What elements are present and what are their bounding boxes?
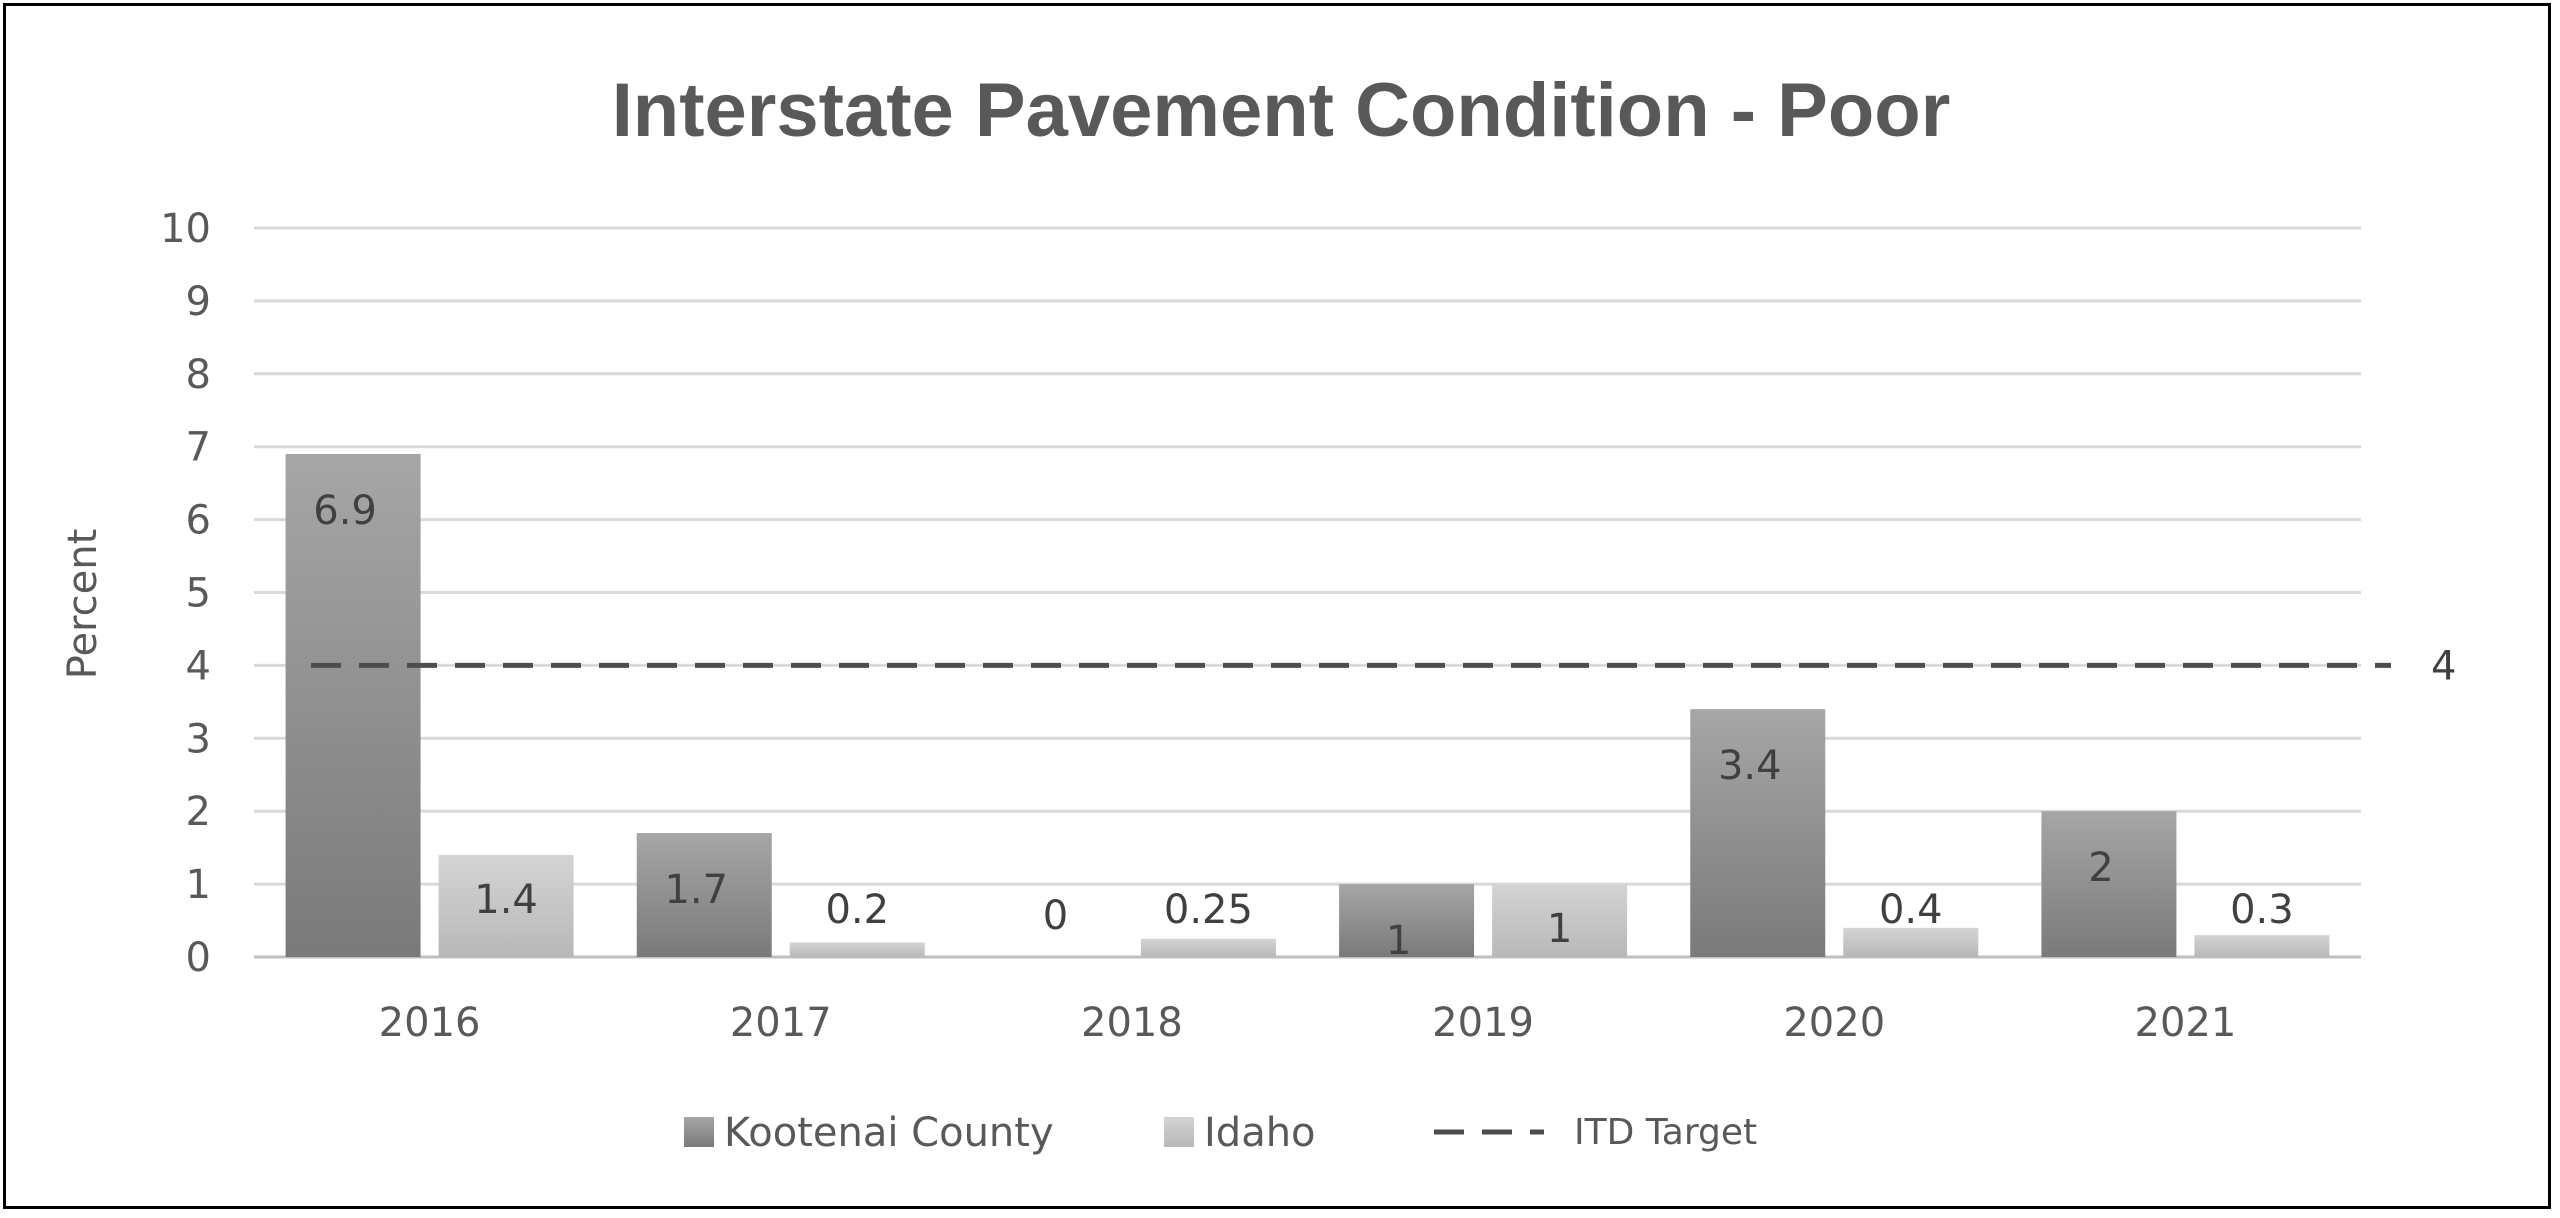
data-label: 1.7 (664, 867, 728, 913)
data-label: 0.3 (2230, 887, 2294, 933)
x-tick-label: 2020 (1783, 1000, 1885, 1046)
bar-idaho (2194, 935, 2330, 957)
x-tick-label: 2017 (730, 1000, 832, 1046)
legend-label: Idaho (1204, 1110, 1316, 1156)
data-label: 1.4 (474, 877, 538, 923)
y-axis-ticks: 0 1 2 3 4 5 6 7 8 9 10 (160, 206, 211, 981)
y-tick-label: 6 (186, 498, 211, 544)
y-tick-label: 5 (186, 571, 211, 617)
chart-title: Interstate Pavement Condition - Poor (612, 68, 1951, 153)
bar-idaho (1492, 884, 1628, 957)
bars (285, 453, 2330, 957)
bar-idaho (789, 942, 925, 957)
data-labels: 6.9 1.4 1.7 0.2 0 0.25 1 1 3.4 0.4 2 0.3 (313, 488, 2293, 964)
chart-frame: Interstate Pavement Condition - Poor Per… (3, 3, 2551, 1209)
bar-idaho (438, 854, 574, 957)
y-tick-label: 8 (186, 352, 211, 398)
y-tick-label: 2 (186, 789, 211, 835)
legend: Kootenai County Idaho ITD Target (684, 1110, 1757, 1156)
y-tick-label: 7 (186, 425, 211, 471)
data-label: 1 (1386, 918, 1411, 964)
bar-kootenai-county (2041, 811, 2177, 957)
x-axis-ticks: 2016 2017 2018 2019 2020 2021 (379, 1000, 2237, 1046)
target-line: 4 (311, 643, 2456, 689)
bar-kootenai-county (636, 833, 772, 957)
y-axis-label: Percent (60, 529, 106, 680)
legend-label: ITD Target (1574, 1112, 1757, 1153)
data-label: 1 (1547, 906, 1572, 952)
x-tick-label: 2021 (2135, 1000, 2237, 1046)
target-value-label: 4 (2431, 643, 2456, 689)
bar-kootenai-county (1690, 709, 1826, 957)
y-tick-label: 10 (160, 206, 211, 252)
y-tick-label: 4 (186, 643, 211, 689)
legend-swatch-idaho (1164, 1117, 1194, 1147)
x-tick-label: 2019 (1432, 1000, 1534, 1046)
bar-kootenai-county (1339, 884, 1475, 957)
bar-kootenai-county (285, 453, 421, 957)
data-label: 6.9 (313, 488, 377, 534)
y-tick-label: 1 (186, 862, 211, 908)
bar-chart: Interstate Pavement Condition - Poor Per… (60, 68, 2456, 1156)
bar-idaho (1843, 927, 1979, 957)
y-tick-label: 3 (186, 716, 211, 762)
data-label: 2 (2088, 845, 2113, 891)
data-label: 0.2 (825, 887, 889, 933)
legend-label: Kootenai County (724, 1110, 1054, 1156)
y-tick-label: 0 (186, 935, 211, 981)
data-label: 0 (1043, 893, 1068, 939)
x-tick-label: 2018 (1081, 1000, 1183, 1046)
data-label: 0.25 (1164, 887, 1253, 933)
data-label: 3.4 (1718, 743, 1782, 789)
gridlines (254, 226, 2361, 959)
x-tick-label: 2016 (379, 1000, 481, 1046)
y-tick-label: 9 (186, 279, 211, 325)
data-label: 0.4 (1879, 887, 1943, 933)
bar-idaho (1140, 938, 1276, 957)
legend-swatch-kootenai-county (684, 1117, 714, 1147)
